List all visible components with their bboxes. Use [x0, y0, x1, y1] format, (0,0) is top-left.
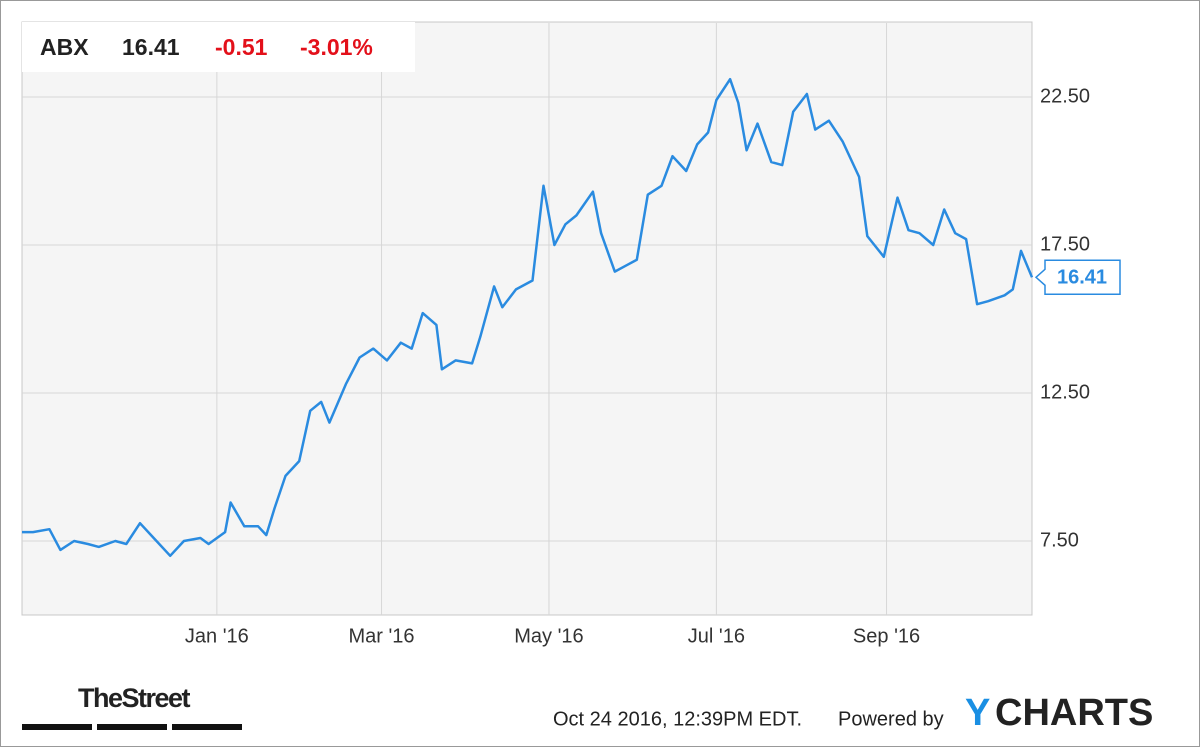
- brand-y: Y: [965, 692, 990, 734]
- brand-rest: CHARTS: [995, 692, 1153, 734]
- powered-by: Powered by: [838, 708, 944, 730]
- header-box: [22, 22, 415, 72]
- publisher-logo: TheStreet: [78, 683, 191, 713]
- price: 16.41: [122, 34, 180, 60]
- timestamp: Oct 24 2016, 12:39PM EDT.: [553, 708, 802, 730]
- logo-bar: [22, 724, 92, 730]
- logo-bar: [97, 724, 167, 730]
- x-tick-label: Mar '16: [348, 625, 414, 647]
- price-line: [22, 77, 1034, 558]
- change: -0.51: [215, 34, 268, 60]
- last-value-label: 16.41: [1057, 267, 1107, 289]
- change-pct: -3.01%: [300, 34, 373, 60]
- last-value-box: [1034, 259, 1121, 296]
- x-tick-label: Sep '16: [853, 625, 920, 647]
- y-tick-label: 12.50: [1040, 381, 1090, 403]
- plot-area: [21, 21, 1033, 616]
- x-tick-label: Jul '16: [688, 625, 745, 647]
- y-tick-label: 17.50: [1040, 233, 1090, 255]
- y-tick-label: 7.50: [1040, 529, 1079, 551]
- x-tick-label: Jan '16: [185, 625, 249, 647]
- y-tick-label: 22.50: [1040, 85, 1090, 107]
- ticker: ABX: [40, 34, 89, 60]
- logo-bar: [172, 724, 242, 730]
- x-tick-label: May '16: [514, 625, 583, 647]
